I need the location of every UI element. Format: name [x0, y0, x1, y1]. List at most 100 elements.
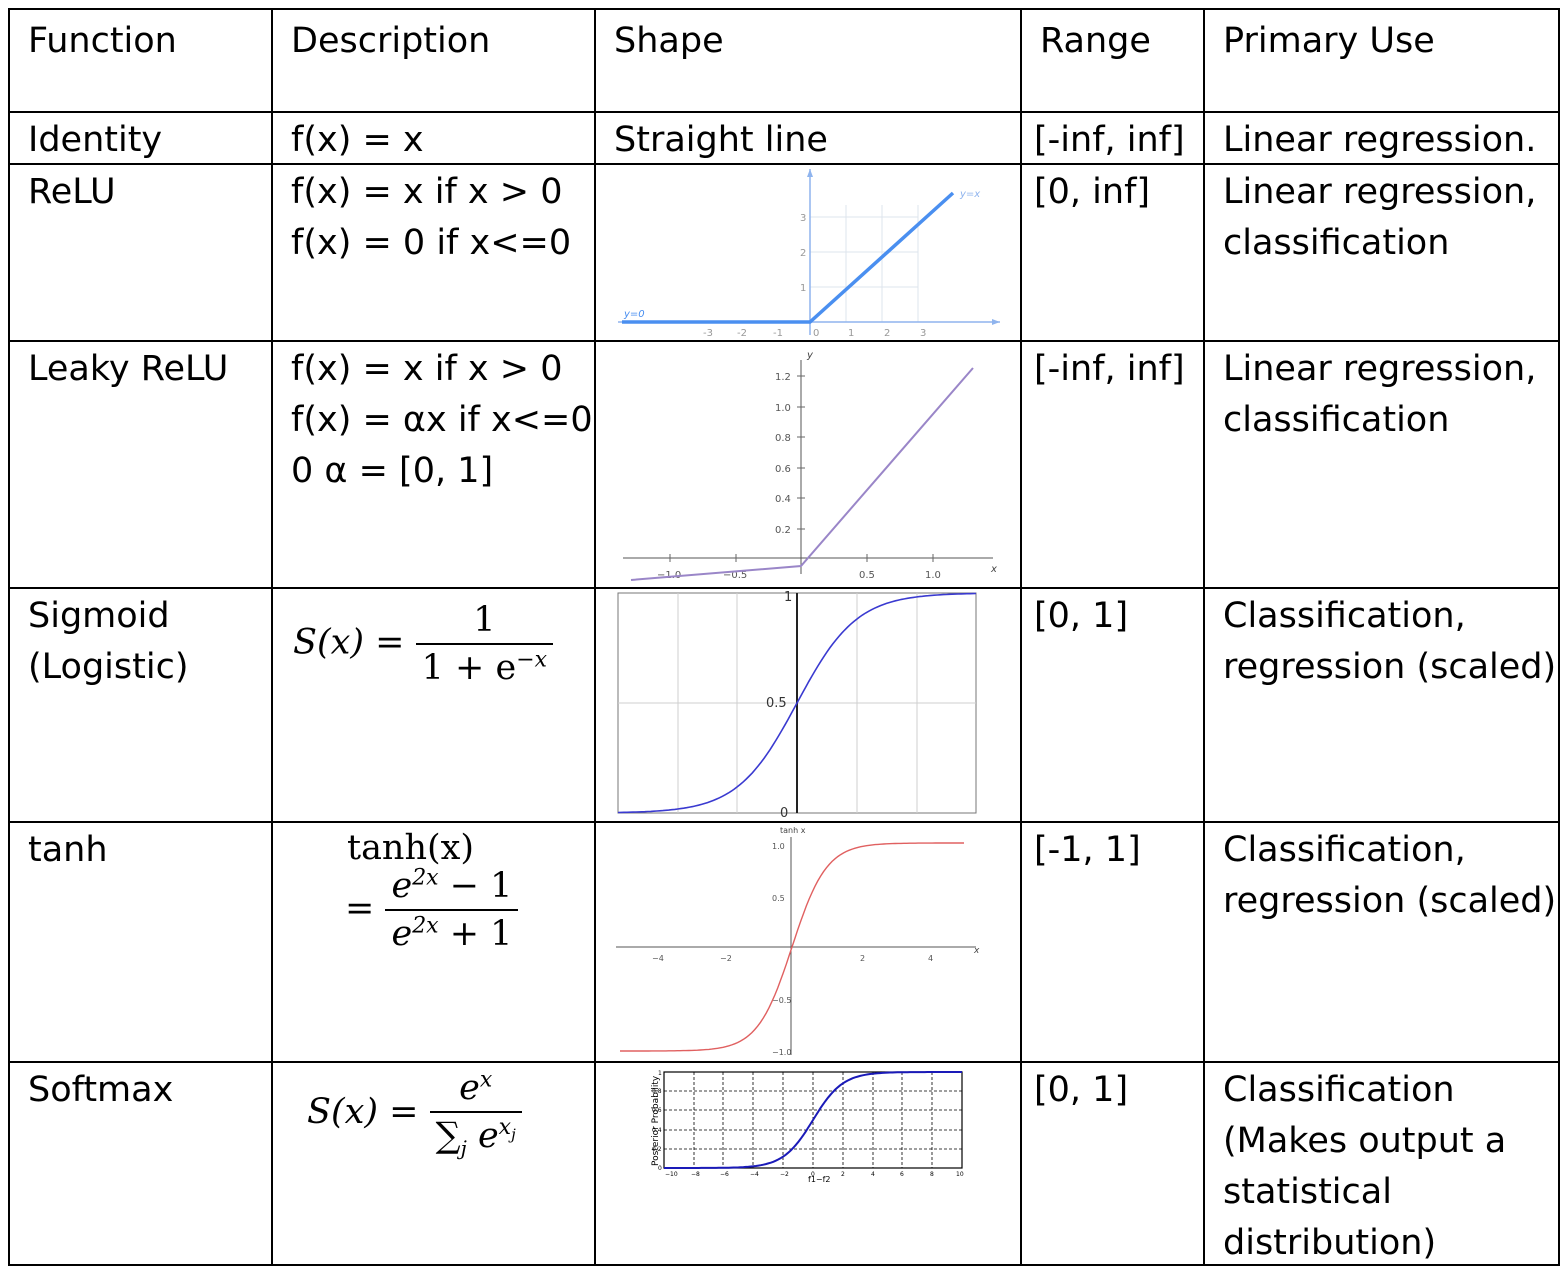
tanh-x-tick: 2 — [860, 954, 865, 963]
softmax-function: Softmax — [28, 1070, 174, 1110]
leaky-ticks — [669, 375, 934, 562]
relu-x-tick: 2 — [884, 328, 890, 339]
table-border-right — [1558, 8, 1560, 1266]
relu-x-arrow — [992, 319, 1000, 325]
identity-shape: Straight line — [614, 120, 828, 160]
row-divider — [8, 1061, 1560, 1063]
table-border-left — [8, 8, 10, 1266]
tanh-x-tick: 4 — [928, 954, 933, 963]
softmax-x-tick: 0 — [811, 1171, 815, 1178]
softmax-x-tick: −10 — [665, 1171, 678, 1178]
softmax-numerator: ex — [459, 1067, 493, 1108]
softmax-y-tick: 0.2 — [652, 1146, 662, 1153]
identity-function: Identity — [28, 120, 163, 160]
softmax-y-tick: 0.6 — [652, 1107, 662, 1114]
softmax-chart: Posterior Probability f1−f2 −10 −8 −6 −4… — [651, 1070, 964, 1184]
tanh-formula: tanh(x) = e2x − 1 e2x + 1 — [271, 821, 594, 1061]
softmax-x-label: f1−f2 — [808, 1175, 831, 1184]
tanh-use: Classification, regression (scaled) — [1223, 830, 1557, 921]
leaky-y-tick: 0.8 — [775, 433, 791, 444]
sigmoid-function: Sigmoid (Logistic) — [28, 596, 189, 687]
leaky-relu-function: Leaky ReLU — [28, 349, 229, 389]
header-primary-use: Primary Use — [1223, 21, 1435, 61]
softmax-grid — [664, 1072, 962, 1168]
softmax-x-tick: 10 — [956, 1171, 964, 1178]
leaky-x-label: x — [990, 564, 997, 575]
relu-curve — [622, 191, 955, 324]
header-description: Description — [291, 21, 491, 61]
softmax-denominator: ∑j exj — [429, 1111, 522, 1160]
leaky-x-tick: 1.0 — [925, 570, 941, 581]
tanh-range: [-1, 1] — [1034, 830, 1141, 870]
softmax-x-tick: −6 — [720, 1171, 729, 1178]
sigmoid-formula-lhs: S(x) = — [293, 622, 405, 663]
relu-x-tick: -3 — [703, 328, 713, 339]
tanh-x-tick: −2 — [720, 954, 732, 963]
softmax-x-tick: 6 — [900, 1171, 904, 1178]
relu-chart: -3 -2 -1 0 1 2 3 1 2 3 y=0 y=x — [618, 169, 1000, 339]
column-divider — [1020, 8, 1022, 1266]
tanh-chart: tanh x x 1.0 0.5 −0.5 −1.0 −4 −2 2 4 — [616, 826, 980, 1057]
relu-x-tick: -2 — [737, 328, 747, 339]
tanh-y-tick: 0.5 — [772, 894, 785, 903]
softmax-x-tick: 8 — [930, 1171, 934, 1178]
leaky-y-tick: 0.4 — [775, 494, 791, 505]
table-border-top — [8, 8, 1560, 10]
leaky-x-tick: −0.5 — [723, 570, 747, 581]
tanh-x-label: x — [973, 946, 980, 956]
identity-range: [-inf, inf] — [1034, 120, 1185, 160]
sigmoid-formula: S(x) = 1 1 + e−x — [271, 587, 594, 821]
softmax-y-tick: 1 — [658, 1070, 662, 1077]
relu-x-tick: 3 — [920, 328, 926, 339]
identity-use: Linear regression. — [1223, 120, 1537, 160]
relu-range: [0, inf] — [1034, 172, 1151, 212]
leaky-relu-use: Linear regression, classification — [1223, 349, 1537, 440]
tanh-numerator: e2x − 1 — [391, 865, 513, 906]
sigmoid-chart: 1 0.5 0 — [617, 590, 977, 819]
softmax-y-label: Posterior Probability — [651, 1075, 661, 1166]
softmax-fraction: ex ∑j exj — [429, 1067, 522, 1160]
tanh-y-tick: 1.0 — [772, 842, 785, 851]
sigmoid-curve — [617, 592, 977, 814]
column-divider — [271, 8, 273, 1266]
relu-x-tick: -1 — [773, 328, 783, 339]
relu-left-label: y=0 — [623, 309, 645, 320]
tanh-y-tick: −1.0 — [772, 1048, 791, 1057]
tanh-curve — [620, 842, 964, 1052]
sigmoid-range: [0, 1] — [1034, 596, 1129, 636]
softmax-y-tick: 0.8 — [652, 1088, 662, 1095]
relu-grid — [810, 205, 919, 322]
relu-y-tick: 2 — [800, 248, 806, 259]
leaky-y-tick: 1.0 — [775, 403, 791, 414]
softmax-curve — [664, 1071, 962, 1169]
row-divider — [8, 163, 1560, 165]
header-range: Range — [1040, 21, 1151, 61]
softmax-x-tick: −4 — [750, 1171, 759, 1178]
softmax-use: Classification (Makes output a statistic… — [1223, 1070, 1507, 1263]
softmax-y-tick: 0 — [658, 1165, 662, 1172]
sigmoid-y-tick: 1 — [784, 590, 792, 605]
row-divider — [8, 111, 1560, 113]
tanh-function: tanh — [28, 830, 108, 870]
identity-description: f(x) = x — [291, 120, 424, 160]
sigmoid-denominator: 1 + e−x — [415, 643, 554, 689]
row-divider — [8, 340, 1560, 342]
sigmoid-y-tick: 0.5 — [766, 696, 787, 711]
relu-x-tick: 1 — [848, 328, 854, 339]
table-border-bottom — [8, 1264, 1560, 1266]
relu-y-arrow — [807, 169, 813, 177]
sigmoid-use: Classification, regression (scaled) — [1223, 596, 1557, 687]
tanh-y-tick: −0.5 — [772, 996, 791, 1005]
row-divider — [8, 587, 1560, 589]
softmax-x-tick: −2 — [780, 1171, 789, 1178]
sigmoid-y-tick: 0 — [780, 806, 788, 819]
column-divider — [1203, 8, 1205, 1266]
row-divider — [8, 821, 1560, 823]
leaky-y-label: y — [806, 350, 814, 361]
softmax-x-tick: 4 — [871, 1171, 875, 1178]
relu-y-tick: 3 — [800, 213, 806, 224]
tanh-title: tanh x — [780, 826, 806, 835]
relu-function: ReLU — [28, 172, 116, 212]
softmax-y-tick: 0.4 — [652, 1127, 662, 1134]
header-shape: Shape — [614, 21, 724, 61]
